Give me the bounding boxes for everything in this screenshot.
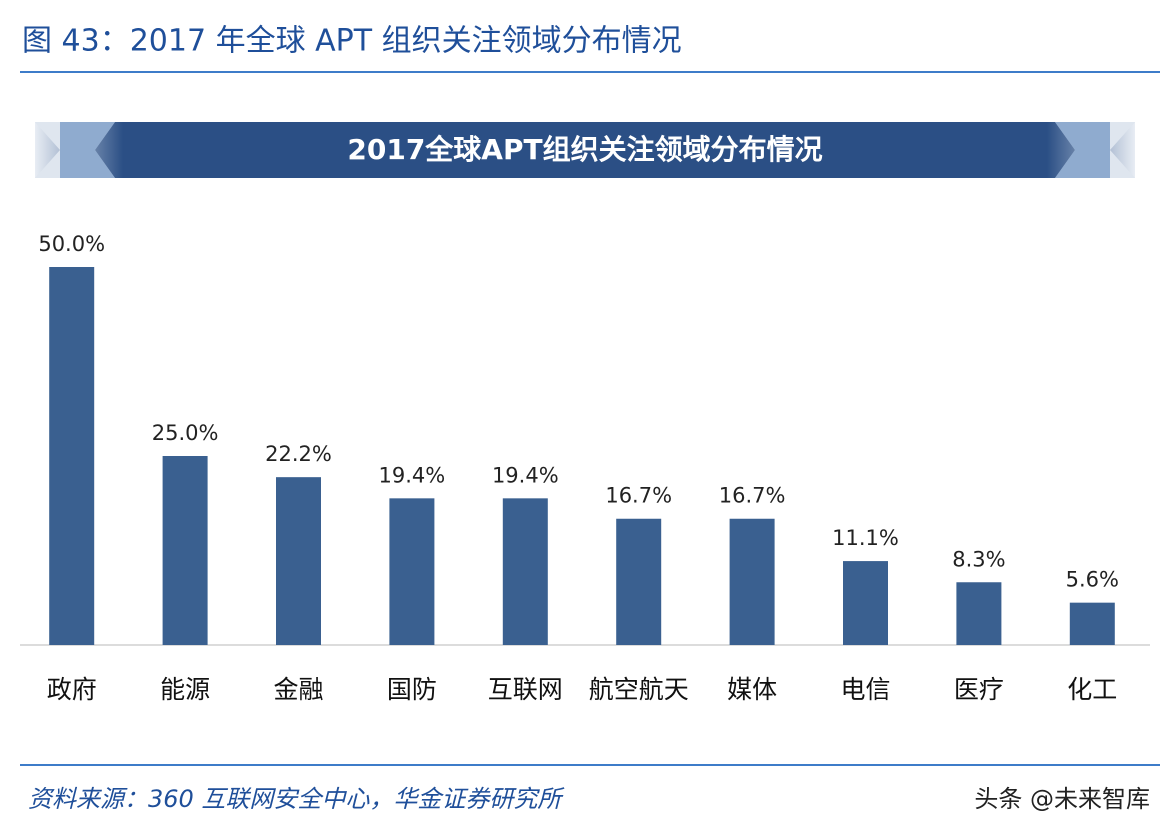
value-label: 16.7% (719, 484, 786, 508)
x-tick-label: 互联网 (488, 675, 563, 704)
value-label: 19.4% (492, 463, 559, 487)
bar (162, 456, 208, 645)
x-tick-label: 航空航天 (589, 675, 689, 704)
x-tick-label: 媒体 (727, 675, 777, 704)
bar (49, 267, 95, 645)
value-label: 16.7% (605, 484, 672, 508)
value-label: 22.2% (265, 442, 332, 466)
x-tick-label: 能源 (160, 675, 210, 704)
chart-title: 2017全球APT组织关注领域分布情况 (347, 133, 822, 166)
x-tick-label: 政府 (47, 675, 97, 704)
banner-right-edge (1055, 122, 1110, 178)
bar (956, 582, 1002, 645)
value-label: 50.0% (38, 232, 105, 256)
bar (616, 518, 662, 645)
value-label: 8.3% (952, 547, 1005, 571)
value-label: 5.6% (1066, 568, 1119, 592)
x-tick-label: 金融 (273, 675, 323, 704)
banner (35, 122, 1135, 178)
bar (502, 498, 548, 645)
value-label: 25.0% (152, 421, 219, 445)
x-tick-label: 医疗 (954, 675, 1004, 704)
x-tick-label: 国防 (387, 675, 437, 704)
bar (729, 518, 775, 645)
x-tick-label: 化工 (1067, 675, 1117, 704)
value-label: 19.4% (379, 463, 446, 487)
value-label: 11.1% (832, 526, 899, 550)
bar (276, 477, 321, 645)
watermark: 头条 @未来智库 (974, 785, 1150, 813)
x-tick-label: 电信 (840, 675, 890, 704)
source: 资料来源：360 互联网安全中心，华金证券研究所 (28, 785, 565, 813)
bar (1069, 602, 1115, 645)
bar (389, 498, 435, 645)
bar (843, 561, 888, 645)
figure-title: 图 43：2017 年全球 APT 组织关注领域分布情况 (22, 24, 682, 59)
banner-left-edge (60, 122, 115, 178)
